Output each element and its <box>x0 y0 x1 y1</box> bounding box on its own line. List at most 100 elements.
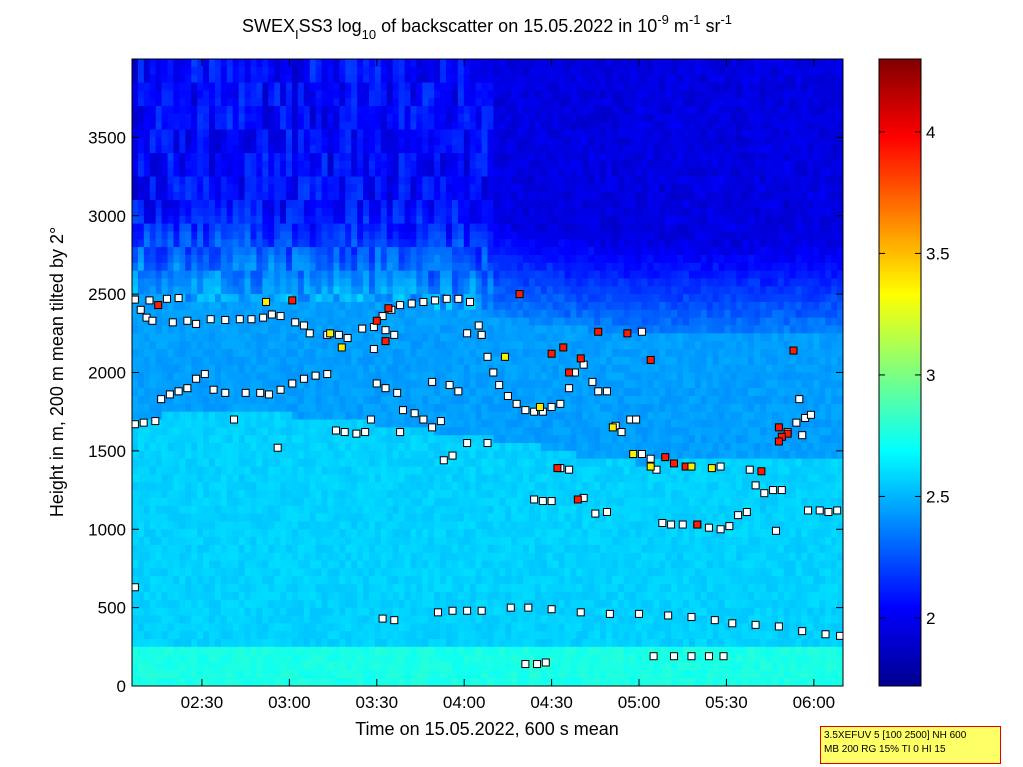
heat-cell <box>487 356 495 366</box>
heat-cell <box>238 160 246 170</box>
heat-cell <box>345 670 352 679</box>
heat-cell <box>374 646 382 656</box>
heat-cell <box>374 411 382 421</box>
heat-cell <box>191 411 198 421</box>
heat-cell <box>203 435 210 444</box>
heat-cell <box>250 638 258 648</box>
heat-cell <box>386 153 394 162</box>
heat-cell <box>327 552 335 562</box>
heat-cell <box>457 544 465 554</box>
heat-cell <box>481 403 489 413</box>
heat-cell <box>262 521 269 530</box>
heat-cell <box>185 403 192 413</box>
heat-cell <box>315 192 323 201</box>
heat-cell <box>386 552 394 562</box>
heat-cell <box>416 106 423 115</box>
heat-cell <box>315 145 323 154</box>
heat-cell <box>203 537 210 546</box>
heat-cell <box>481 638 489 648</box>
heat-cell <box>493 521 500 530</box>
heat-cell <box>256 207 263 217</box>
heat-cell <box>161 576 169 585</box>
heat-cell <box>132 301 139 311</box>
heat-cell <box>386 615 394 624</box>
heat-cell <box>155 66 163 76</box>
heat-cell <box>291 74 299 84</box>
heat-cell <box>209 427 216 436</box>
heat-cell <box>220 301 228 311</box>
heat-cell <box>475 231 483 240</box>
heat-cell <box>173 153 180 162</box>
heat-cell <box>161 168 169 178</box>
heat-cell <box>155 388 163 397</box>
heat-cell <box>351 270 358 280</box>
heat-cell <box>333 638 340 648</box>
heat-cell <box>434 482 441 491</box>
heat-cell <box>179 576 186 585</box>
heat-cell <box>220 168 228 178</box>
heat-cell <box>274 333 281 342</box>
heat-cell <box>274 262 281 272</box>
heat-cell <box>191 184 198 193</box>
heat-cell <box>434 137 441 146</box>
heat-cell <box>440 466 447 475</box>
heat-cell <box>197 90 204 99</box>
heat-cell <box>286 74 293 84</box>
heat-cell <box>434 106 441 115</box>
heat-cell <box>155 215 163 225</box>
heat-cell <box>149 638 157 648</box>
heat-cell <box>291 560 299 570</box>
heat-cell <box>392 654 400 664</box>
heat-cell <box>143 529 151 538</box>
heat-cell <box>214 74 222 84</box>
heat-cell <box>339 160 346 170</box>
heat-cell <box>333 66 340 76</box>
heat-cell <box>487 670 495 679</box>
heat-cell <box>380 270 388 280</box>
heat-cell <box>416 301 423 311</box>
heat-cell <box>143 215 151 225</box>
heat-cell <box>149 341 157 350</box>
heat-cell <box>149 247 157 256</box>
heat-cell <box>469 74 477 84</box>
heat-cell <box>286 443 293 452</box>
heat-cell <box>226 348 234 358</box>
heat-cell <box>226 678 234 686</box>
heat-cell <box>369 129 376 138</box>
heat-cell <box>155 584 163 593</box>
heat-cell <box>274 529 281 538</box>
heat-cell <box>321 341 329 350</box>
heat-cell <box>446 396 453 405</box>
heat-cell <box>410 286 417 295</box>
heat-cell <box>493 403 500 413</box>
heat-cell <box>321 505 329 515</box>
heat-cell <box>167 615 175 624</box>
heat-cell <box>197 301 204 311</box>
heat-cell <box>167 106 175 115</box>
heat-cell <box>209 474 216 483</box>
heat-cell <box>315 278 323 287</box>
heat-cell <box>209 145 216 154</box>
heat-cell <box>339 568 346 577</box>
heat-cell <box>446 497 453 507</box>
heat-cell <box>297 325 305 334</box>
heat-cell <box>481 160 489 170</box>
heat-cell <box>303 106 311 115</box>
heat-cell <box>499 215 506 225</box>
heat-cell <box>446 90 453 99</box>
heat-cell <box>469 552 477 562</box>
heat-cell <box>143 435 151 444</box>
heat-cell <box>374 427 382 436</box>
heat-cell <box>309 568 317 577</box>
heat-cell <box>487 192 495 201</box>
heat-cell <box>446 631 453 640</box>
heat-cell <box>220 419 228 428</box>
heat-cell <box>256 184 263 193</box>
heat-cell <box>256 638 263 648</box>
heat-cell <box>262 403 269 413</box>
heat-cell <box>303 576 311 585</box>
heat-cell <box>475 160 483 170</box>
heat-cell <box>268 74 275 84</box>
heat-cell <box>250 254 258 264</box>
heat-cell <box>137 254 145 264</box>
